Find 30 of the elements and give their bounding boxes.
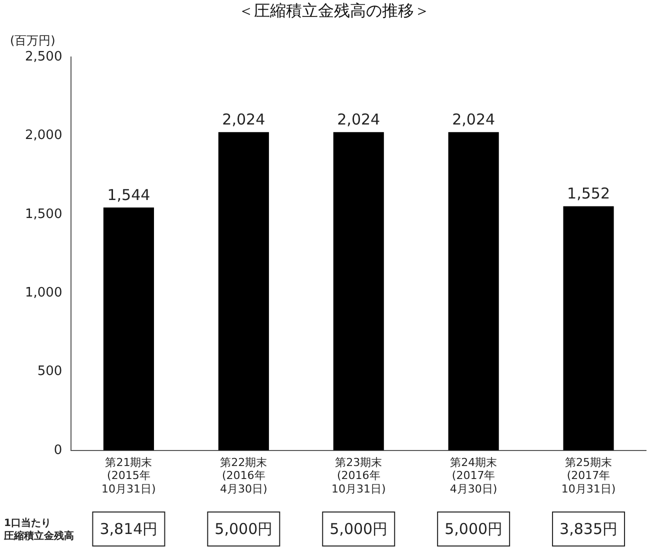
chart-title: ＜圧縮積立金残高の推移＞ bbox=[238, 0, 430, 20]
data-label: 2,024 bbox=[337, 110, 380, 128]
x-tick-label: 第23期末 (2016年 10月31日) bbox=[331, 456, 386, 496]
data-label: 2,024 bbox=[222, 110, 266, 128]
bar bbox=[333, 132, 384, 450]
bar bbox=[448, 132, 499, 450]
y-axis-title: (百万円) bbox=[10, 33, 56, 48]
y-tick-label: 1,500 bbox=[25, 206, 62, 222]
y-tick-label: 500 bbox=[37, 364, 62, 380]
data-label: 1,552 bbox=[567, 184, 610, 203]
data-label: 2,024 bbox=[452, 110, 496, 128]
bar bbox=[103, 208, 154, 450]
text: 5,000円 bbox=[214, 520, 273, 538]
y-tick-label: 1,000 bbox=[25, 285, 62, 300]
data-label: 1,544 bbox=[107, 186, 150, 204]
text: 3,814円 bbox=[100, 520, 158, 538]
text: 5,000円 bbox=[444, 520, 503, 538]
x-tick-label: 第22期末 (2016年 4月30日) bbox=[220, 456, 268, 496]
x-tick-label: 第25期末 (2017年 10月31日) bbox=[561, 456, 616, 496]
y-tick-label: 0 bbox=[54, 442, 62, 458]
text: 3,835円 bbox=[560, 520, 618, 538]
x-tick-label: 第24期末 (2017年 4月30日) bbox=[450, 456, 498, 496]
y-tick-label: 2,000 bbox=[25, 128, 62, 144]
y-tick-label: 2,500 bbox=[25, 50, 62, 65]
text: 圧縮積立金残高 bbox=[3, 530, 74, 542]
bar bbox=[218, 132, 269, 450]
x-tick-label: 第21期末 (2015年 10月31日) bbox=[102, 456, 156, 496]
bar bbox=[563, 206, 614, 450]
text: 1口当たり bbox=[4, 517, 51, 530]
text: 5,000円 bbox=[330, 520, 388, 538]
